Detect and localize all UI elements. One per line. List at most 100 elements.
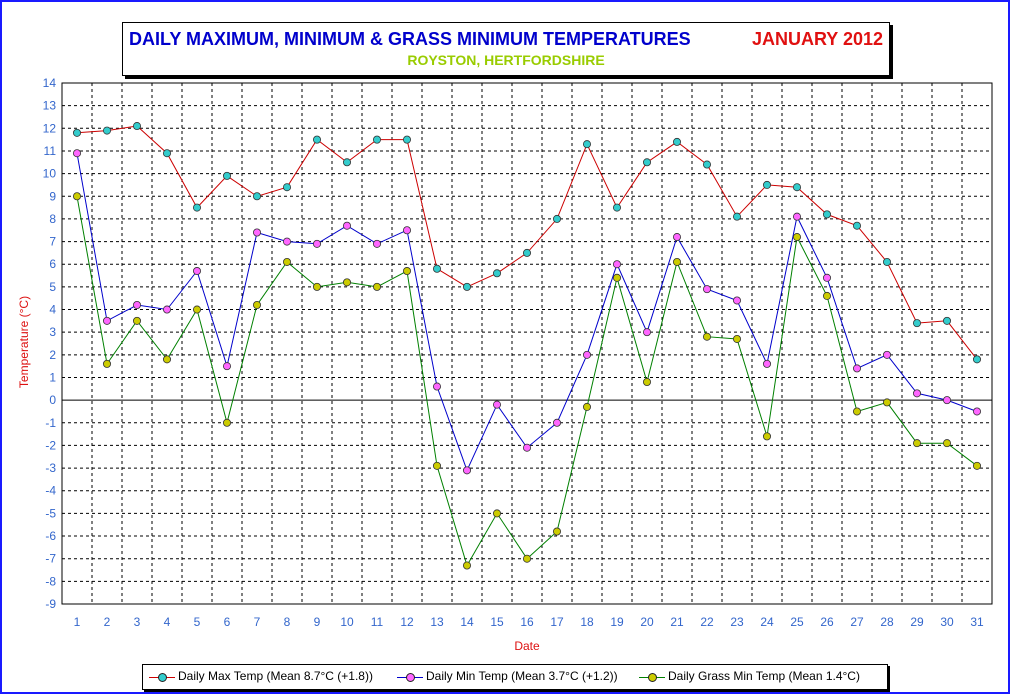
legend-grass-label: Daily Grass Min Temp (Mean 1.4°C) xyxy=(668,669,860,683)
data-point-grass xyxy=(73,192,82,201)
data-point-max xyxy=(103,126,112,135)
x-tick-label: 11 xyxy=(371,615,384,629)
data-point-grass xyxy=(853,407,862,416)
data-point-grass xyxy=(943,439,952,448)
data-point-max xyxy=(673,137,682,146)
data-point-min xyxy=(703,285,712,294)
legend-max-swatch xyxy=(149,671,175,683)
data-point-max xyxy=(613,203,622,212)
data-point-min xyxy=(492,400,501,409)
x-tick-label: 15 xyxy=(490,615,504,629)
data-point-grass xyxy=(282,257,291,266)
x-tick-label: 21 xyxy=(670,615,684,629)
data-point-grass xyxy=(402,267,411,276)
chart-month: JANUARY 2012 xyxy=(751,29,883,49)
legend-item-min: Daily Min Temp (Mean 3.7°C (+1.2)) xyxy=(397,669,618,683)
data-point-grass xyxy=(103,359,112,368)
x-tick-label: 24 xyxy=(760,615,774,629)
y-axis-title: Temperature (°C) xyxy=(17,296,31,388)
data-point-max xyxy=(252,192,261,201)
plot-background xyxy=(61,82,993,605)
data-point-max xyxy=(883,257,892,266)
data-point-max xyxy=(192,203,201,212)
data-point-max xyxy=(312,135,321,144)
data-point-min xyxy=(103,316,112,325)
data-point-max xyxy=(793,183,802,192)
y-tick-label: -6 xyxy=(45,529,56,543)
data-point-grass xyxy=(342,278,351,287)
data-point-grass xyxy=(523,554,532,563)
data-point-min xyxy=(913,389,922,398)
x-tick-label: 7 xyxy=(254,615,261,629)
legend-min-swatch xyxy=(397,671,423,683)
data-point-grass xyxy=(192,305,201,314)
data-point-max xyxy=(132,122,141,131)
data-point-min xyxy=(252,228,261,237)
data-point-min xyxy=(372,239,381,248)
data-point-grass xyxy=(673,257,682,266)
legend: Daily Max Temp (Mean 8.7°C (+1.8)) Daily… xyxy=(142,664,888,690)
data-point-max xyxy=(553,214,562,223)
x-tick-label: 28 xyxy=(880,615,894,629)
y-tick-label: 8 xyxy=(49,212,56,226)
data-point-max xyxy=(162,149,171,158)
legend-max-label: Daily Max Temp (Mean 8.7°C (+1.8)) xyxy=(178,669,373,683)
chart-title: DAILY MAXIMUM, MINIMUM & GRASS MINIMUM T… xyxy=(129,29,691,49)
y-tick-label: 5 xyxy=(49,280,56,294)
y-tick-label: 13 xyxy=(43,99,57,113)
data-point-grass xyxy=(703,332,712,341)
data-point-min xyxy=(673,233,682,242)
x-tick-label: 5 xyxy=(194,615,201,629)
data-point-min xyxy=(733,296,742,305)
x-tick-label: 25 xyxy=(790,615,804,629)
data-point-grass xyxy=(793,233,802,242)
y-tick-label: 0 xyxy=(49,393,56,407)
data-point-max xyxy=(523,248,532,257)
chart-title-box: DAILY MAXIMUM, MINIMUM & GRASS MINIMUM T… xyxy=(122,22,890,76)
data-point-min xyxy=(192,267,201,276)
y-tick-label: -3 xyxy=(45,461,56,475)
data-point-max xyxy=(583,140,592,149)
data-point-max xyxy=(372,135,381,144)
grid-layer xyxy=(61,82,993,605)
x-tick-label: 27 xyxy=(850,615,864,629)
x-tick-label: 14 xyxy=(460,615,474,629)
data-point-max xyxy=(222,171,231,180)
x-tick-label: 6 xyxy=(224,615,231,629)
data-point-min xyxy=(553,418,562,427)
data-point-max xyxy=(853,221,862,230)
data-point-min xyxy=(613,260,622,269)
data-point-grass xyxy=(583,402,592,411)
series-layer xyxy=(73,122,982,570)
y-tick-label: 1 xyxy=(49,370,56,384)
x-tick-label: 1 xyxy=(74,615,81,629)
y-tick-label: 2 xyxy=(49,348,56,362)
x-tick-label: 22 xyxy=(700,615,714,629)
x-tick-label: 19 xyxy=(610,615,624,629)
y-tick-label: 6 xyxy=(49,257,56,271)
x-tick-label: 10 xyxy=(340,615,354,629)
x-tick-label: 31 xyxy=(970,615,984,629)
data-point-max xyxy=(733,212,742,221)
data-point-grass xyxy=(613,273,622,282)
data-point-grass xyxy=(162,355,171,364)
y-tick-label: 9 xyxy=(49,189,56,203)
data-point-min xyxy=(793,212,802,221)
x-tick-label: 4 xyxy=(164,615,171,629)
data-point-grass xyxy=(823,291,832,300)
data-point-grass xyxy=(312,282,321,291)
x-axis-title: Date xyxy=(514,639,540,653)
x-tick-label: 3 xyxy=(134,615,141,629)
data-point-max xyxy=(913,319,922,328)
data-point-max xyxy=(402,135,411,144)
x-tick-label: 20 xyxy=(640,615,654,629)
data-point-grass xyxy=(973,461,982,470)
data-point-grass xyxy=(462,561,471,570)
data-point-grass xyxy=(763,432,772,441)
legend-grass-swatch xyxy=(639,671,665,683)
data-point-grass xyxy=(733,334,742,343)
data-point-max xyxy=(432,264,441,273)
